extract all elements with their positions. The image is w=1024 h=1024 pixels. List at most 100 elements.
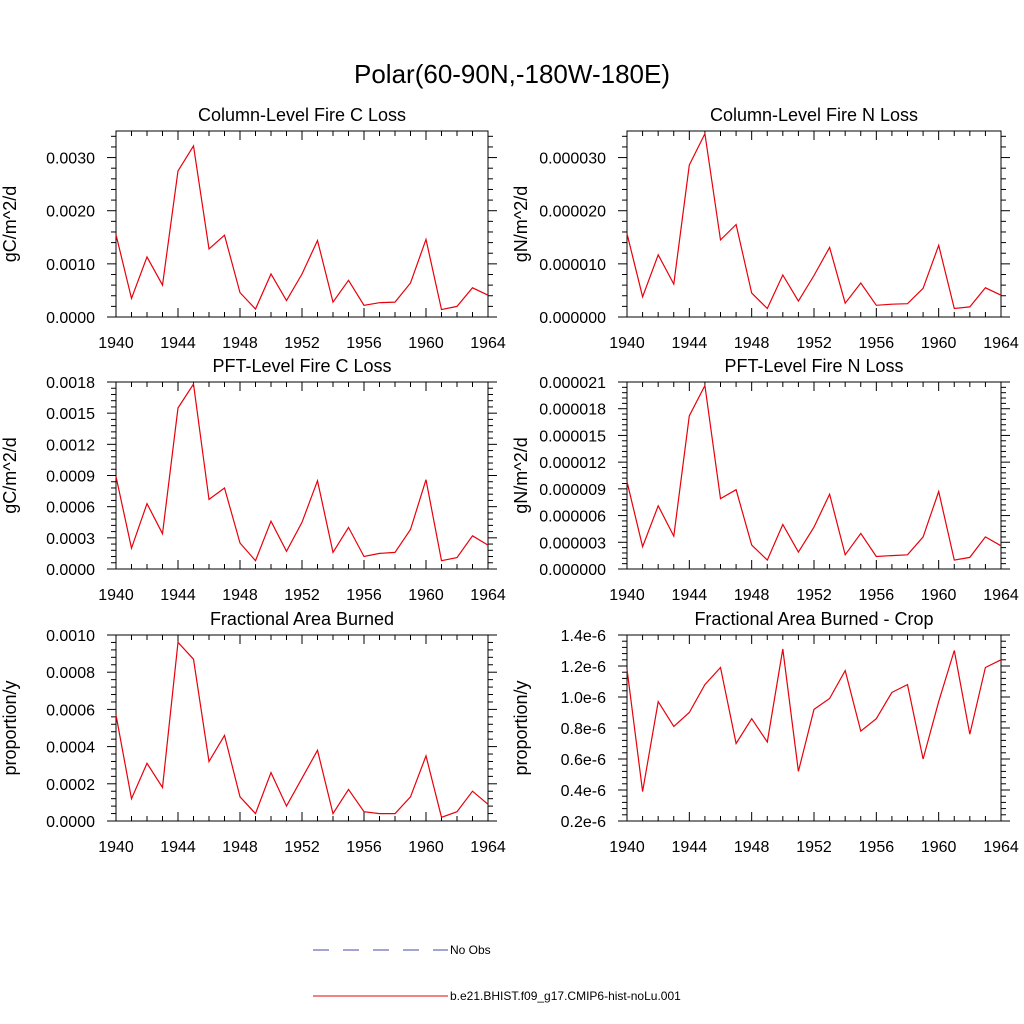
y-tick-label: 0.000030 [539, 151, 606, 168]
series-line [115, 144, 489, 311]
x-tick-label: 1952 [284, 335, 320, 352]
y-tick-label: 0.0000 [46, 310, 95, 327]
y-tick-label: 0.000000 [539, 310, 606, 327]
x-tick-label: 1944 [672, 839, 708, 856]
x-tick-label: 1944 [672, 587, 708, 604]
legend-label-obs: No Obs [450, 943, 491, 957]
y-tick-label: 0.0010 [46, 257, 95, 274]
y-tick-label: 0.000012 [539, 455, 606, 472]
x-tick-label: 1960 [408, 587, 444, 604]
series-line [115, 641, 489, 819]
x-tick-label: 1948 [734, 335, 770, 352]
legend: No Obs b.e21.BHIST.f09_g17.CMIP6-hist-no… [313, 943, 681, 1003]
x-tick-label: 1940 [98, 839, 134, 856]
chart-column-level-fire-n-loss: 1940 1944 1948 1952 1956 1960 1964 0.000000 0.00… [511, 105, 1019, 352]
x-tick-label: 1952 [796, 587, 832, 604]
x-tick-label: 1940 [609, 587, 645, 604]
y-tick-label: 1.4e-6 [561, 628, 606, 645]
chart-pft-level-fire-n-loss: 1940 1944 1948 1952 1956 1960 1964 0.000000 0.00… [511, 356, 1019, 604]
y-tick-label: 0.0003 [46, 531, 95, 548]
y-tick-label: 0.000020 [539, 204, 606, 221]
legend-item-obs: No Obs [313, 943, 491, 957]
y-tick-label: 0.000010 [539, 257, 606, 274]
x-tick-label: 1960 [921, 587, 957, 604]
y-axis-label: gC/m^2/d [0, 437, 20, 513]
chart-title: PFT-Level Fire N Loss [724, 356, 903, 376]
chart-fractional-area-burned: 1940 1944 1948 1952 1956 1960 1964 0.0000 0.0002… [0, 609, 506, 856]
y-tick-label: 1.2e-6 [561, 659, 606, 676]
x-tick-label: 1964 [470, 335, 506, 352]
series-line [115, 382, 489, 562]
chart-pft-level-fire-c-loss: 1940 1944 1948 1952 1956 1960 1964 0.0000 0.0003… [0, 356, 506, 604]
x-tick-label: 1956 [346, 839, 382, 856]
plot-frame [115, 381, 489, 570]
y-tick-label: 0.000006 [539, 509, 606, 526]
x-tick-label: 1944 [672, 335, 708, 352]
x-tick-label: 1944 [160, 587, 196, 604]
chart-fractional-area-burned-crop: 1940 1944 1948 1952 1956 1960 1964 0.2e-6 0.4e-6… [511, 609, 1019, 856]
x-tick-label: 1952 [284, 839, 320, 856]
y-axis-label: gN/m^2/d [511, 186, 531, 262]
y-tick-label: 0.0020 [46, 204, 95, 221]
x-tick-label: 1948 [734, 587, 770, 604]
x-tick-label: 1960 [408, 335, 444, 352]
y-tick-label: 0.0008 [46, 665, 95, 682]
chart-title: Column-Level Fire C Loss [198, 105, 406, 125]
y-tick-label: 0.000021 [539, 375, 606, 392]
x-tick-label: 1944 [160, 839, 196, 856]
x-tick-label: 1940 [98, 587, 134, 604]
legend-item-model: b.e21.BHIST.f09_g17.CMIP6-hist-noLu.001 [313, 989, 681, 1003]
y-tick-label: 0.0002 [46, 777, 95, 794]
plot-frame [626, 130, 1002, 318]
y-tick-label: 0.0000 [46, 562, 95, 579]
x-tick-label: 1948 [222, 839, 258, 856]
legend-label-model: b.e21.BHIST.f09_g17.CMIP6-hist-noLu.001 [450, 989, 681, 1003]
y-tick-label: 0.8e-6 [561, 721, 606, 738]
x-tick-label: 1964 [470, 587, 506, 604]
x-tick-label: 1956 [859, 587, 895, 604]
y-tick-label: 0.0018 [46, 375, 95, 392]
x-tick-label: 1960 [921, 335, 957, 352]
x-tick-label: 1940 [609, 839, 645, 856]
y-tick-label: 0.0015 [46, 406, 95, 423]
x-tick-label: 1940 [609, 335, 645, 352]
x-tick-label: 1960 [408, 839, 444, 856]
x-tick-label: 1944 [160, 335, 196, 352]
x-tick-label: 1952 [796, 839, 832, 856]
plot-frame [115, 634, 489, 822]
chart-title: Fractional Area Burned - Crop [694, 609, 933, 629]
x-tick-label: 1960 [921, 839, 957, 856]
y-tick-label: 0.000003 [539, 535, 606, 552]
y-tick-label: 0.0000 [46, 814, 95, 831]
y-tick-label: 0.4e-6 [561, 783, 606, 800]
x-tick-label: 1952 [284, 587, 320, 604]
x-tick-label: 1964 [983, 335, 1019, 352]
x-tick-label: 1956 [859, 839, 895, 856]
x-tick-label: 1956 [859, 335, 895, 352]
x-tick-label: 1948 [222, 335, 258, 352]
y-tick-label: 0.0012 [46, 437, 95, 454]
y-axis-label: gN/m^2/d [511, 437, 531, 513]
x-tick-label: 1964 [983, 587, 1019, 604]
y-tick-label: 0.0009 [46, 469, 95, 486]
chart-title: Column-Level Fire N Loss [710, 105, 918, 125]
y-tick-label: 0.000015 [539, 428, 606, 445]
chart-title: Fractional Area Burned [210, 609, 394, 629]
x-tick-label: 1964 [983, 839, 1019, 856]
y-tick-label: 0.6e-6 [561, 752, 606, 769]
x-tick-label: 1964 [470, 839, 506, 856]
y-tick-label: 0.0006 [46, 500, 95, 517]
plot-frame [626, 381, 1002, 570]
x-tick-label: 1956 [346, 335, 382, 352]
x-tick-label: 1948 [222, 587, 258, 604]
x-tick-label: 1956 [346, 587, 382, 604]
series-line [626, 648, 1002, 792]
y-tick-label: 0.000018 [539, 402, 606, 419]
y-axis-label: proportion/y [0, 680, 20, 775]
y-tick-label: 0.0030 [46, 151, 95, 168]
chart-panels: 1940 1944 1948 1952 1956 1960 1964 0.0000 0.0010… [0, 105, 1019, 856]
y-tick-label: 0.000009 [539, 482, 606, 499]
y-tick-label: 0.2e-6 [561, 814, 606, 831]
x-tick-label: 1940 [98, 335, 134, 352]
